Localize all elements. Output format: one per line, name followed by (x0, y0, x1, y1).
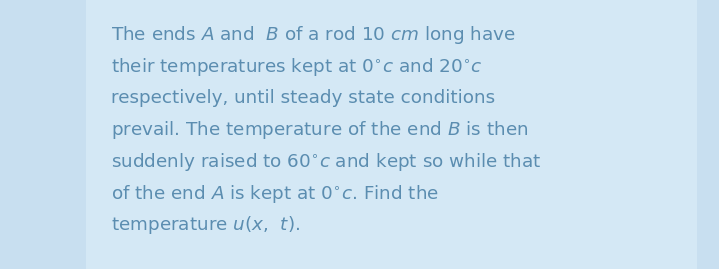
Text: temperature $\mathit{u}$($\mathit{x}$,  $\mathit{t}$).: temperature $\mathit{u}$($\mathit{x}$, $… (111, 214, 301, 236)
Text: suddenly raised to 60$^{\circ}$$\mathit{c}$ and kept so while that: suddenly raised to 60$^{\circ}$$\mathit{… (111, 151, 542, 173)
Text: respectively, until steady state conditions: respectively, until steady state conditi… (111, 90, 495, 107)
Text: their temperatures kept at 0$^{\circ}$$\mathit{c}$ and 20$^{\circ}$$\mathit{c}$: their temperatures kept at 0$^{\circ}$$\… (111, 56, 483, 78)
Text: The ends $\mathit{A}$ and  $\mathit{B}$ of a rod 10 $\mathit{cm}$ long have: The ends $\mathit{A}$ and $\mathit{B}$ o… (111, 24, 516, 46)
Text: prevail. The temperature of the end $\mathit{B}$ is then: prevail. The temperature of the end $\ma… (111, 119, 529, 141)
Text: of the end $\mathit{A}$ is kept at 0$^{\circ}$$\mathit{c}$. Find the: of the end $\mathit{A}$ is kept at 0$^{\… (111, 183, 439, 205)
FancyBboxPatch shape (86, 0, 697, 269)
